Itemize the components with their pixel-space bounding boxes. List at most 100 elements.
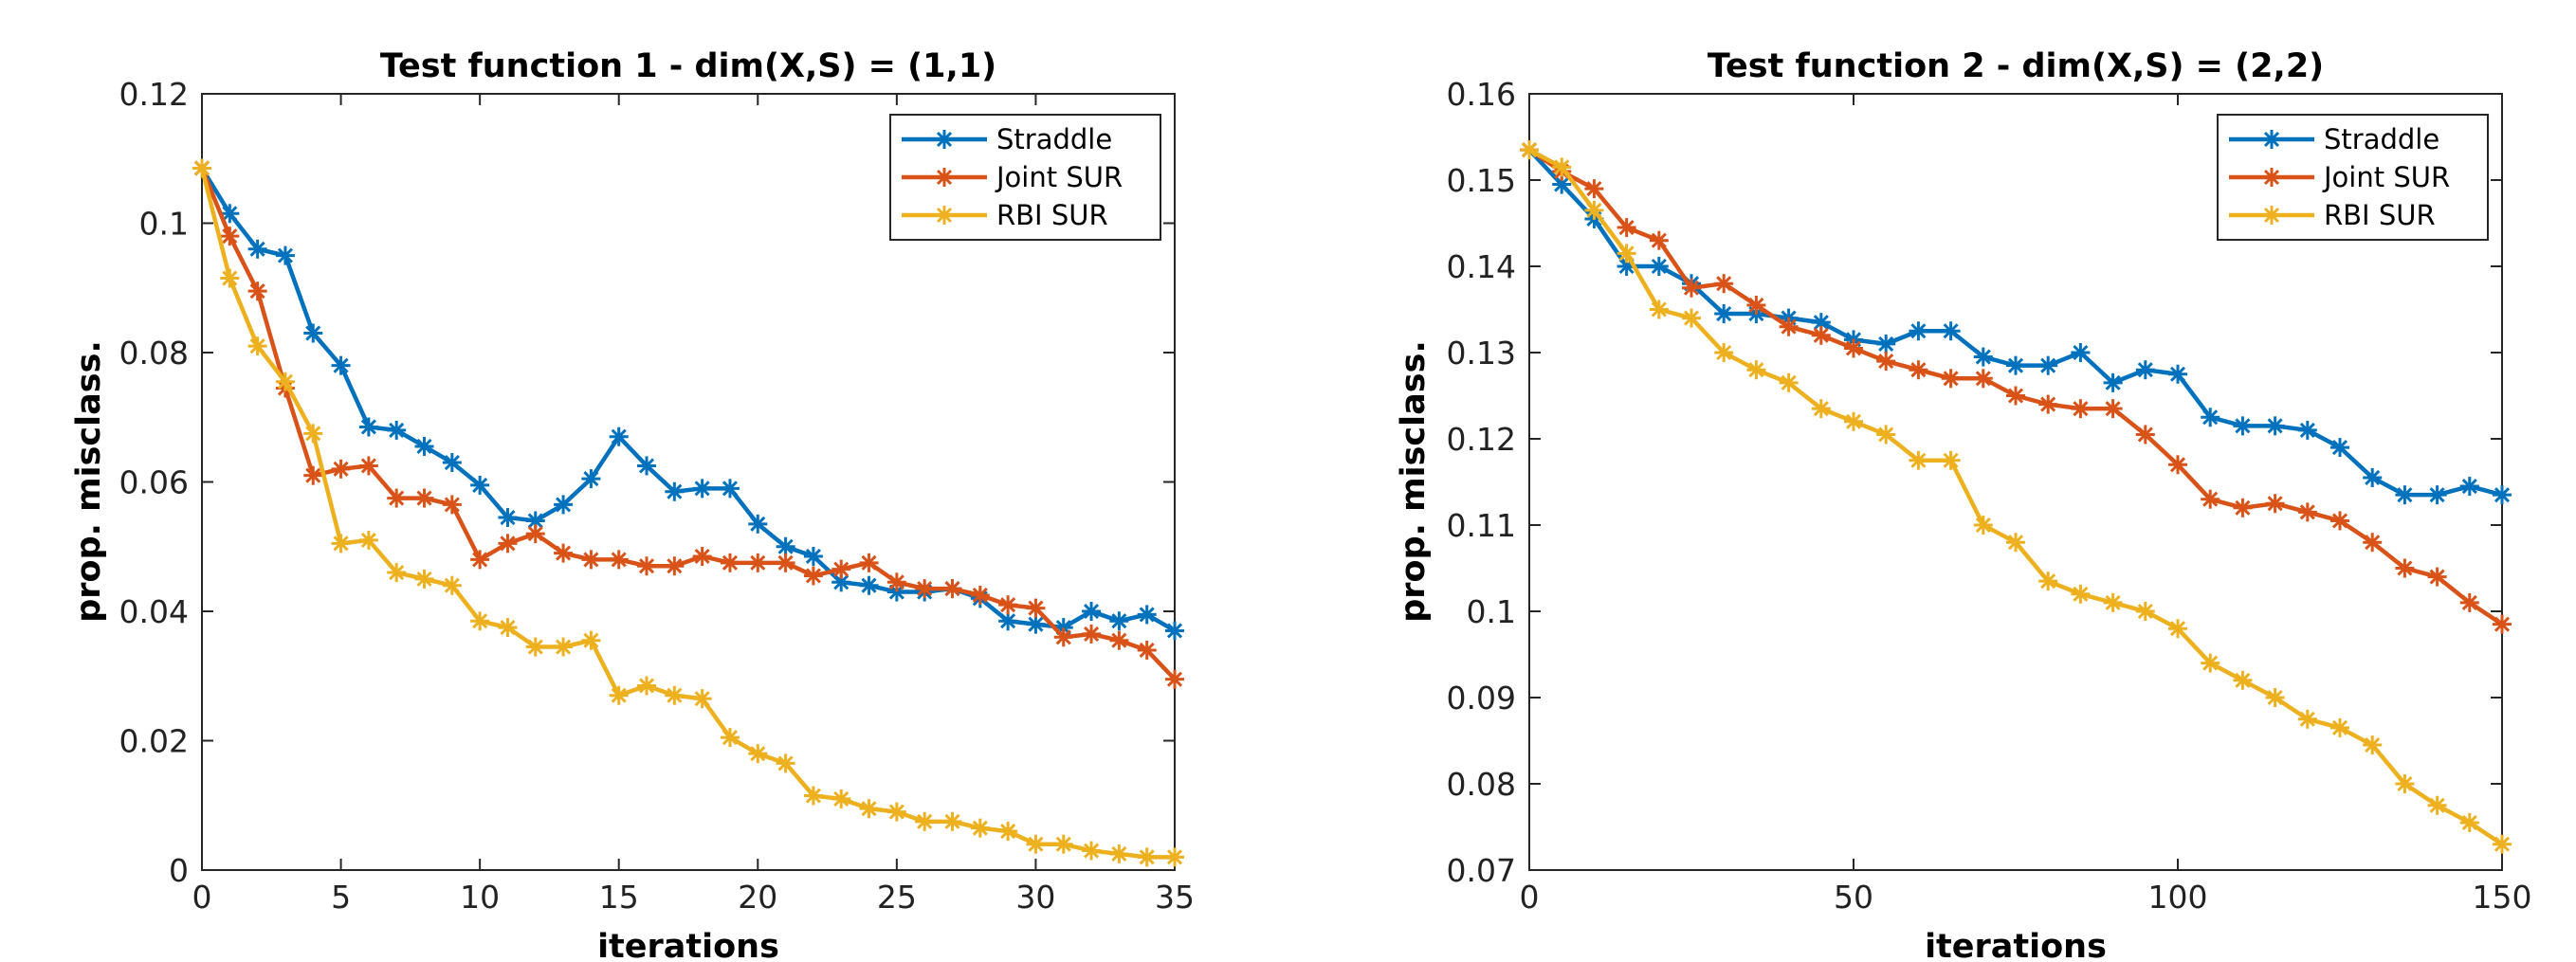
data-point — [886, 572, 906, 592]
legend-label: Straddle — [2324, 123, 2439, 155]
chart-title: Test function 1 - dim(X,S) = (1,1) — [380, 47, 996, 85]
data-point — [637, 676, 657, 696]
data-point — [609, 685, 629, 705]
data-point — [998, 611, 1018, 631]
data-point — [498, 508, 518, 528]
data-point — [554, 495, 574, 515]
data-point — [748, 553, 768, 572]
data-point — [1746, 360, 1766, 380]
x-tick-label: 20 — [738, 879, 777, 916]
data-point — [831, 559, 851, 579]
data-point — [2297, 420, 2317, 440]
data-point — [2265, 688, 2285, 707]
data-point — [2168, 455, 2187, 475]
data-point — [303, 323, 323, 343]
series-layer — [192, 158, 1184, 867]
data-point — [1109, 844, 1129, 863]
data-point — [2330, 438, 2349, 458]
data-point — [581, 469, 601, 489]
x-axis-label: iterations — [597, 928, 779, 962]
data-point — [1941, 369, 1961, 389]
data-point — [2135, 360, 2155, 380]
data-point — [470, 550, 490, 570]
data-point — [2233, 416, 2253, 436]
data-point — [1053, 627, 1073, 647]
x-axis-label: iterations — [1925, 928, 2107, 962]
data-point — [915, 811, 935, 831]
legend-item: Straddle — [902, 123, 1112, 155]
data-point — [1876, 425, 1896, 445]
data-point — [1876, 352, 1896, 372]
data-point — [581, 550, 601, 570]
data-point — [247, 239, 267, 259]
y-tick-label: 0.07 — [1447, 852, 1516, 889]
data-point — [2103, 399, 2123, 419]
data-point — [2168, 619, 2187, 639]
data-point — [1941, 321, 1961, 341]
x-tick-label: 25 — [877, 879, 917, 916]
data-point — [1909, 360, 1928, 380]
data-point — [1584, 200, 1604, 220]
data-point — [1109, 611, 1129, 631]
data-point — [358, 530, 378, 550]
legend-item: Straddle — [2229, 123, 2439, 155]
data-point — [470, 475, 490, 495]
data-point — [387, 563, 407, 583]
data-point — [525, 637, 545, 657]
data-point — [2493, 834, 2512, 854]
data-point — [331, 355, 351, 375]
data-point — [2363, 533, 2383, 553]
data-point — [1026, 614, 1046, 634]
data-point — [1844, 411, 1863, 431]
data-point — [665, 556, 685, 576]
chart-title: Test function 2 - dim(X,S) = (2,2) — [1708, 47, 2324, 85]
data-point — [609, 550, 629, 570]
data-point — [414, 569, 434, 589]
data-point — [2038, 355, 2058, 375]
data-point — [554, 637, 574, 657]
data-point — [2330, 511, 2349, 531]
legend-label: RBI SUR — [996, 199, 1108, 231]
data-point — [748, 744, 768, 764]
data-point — [859, 553, 879, 572]
x-tick-label: 50 — [1834, 879, 1873, 916]
y-tick-label: 0.1 — [1467, 593, 1516, 630]
y-tick-label: 0.12 — [1447, 421, 1516, 458]
data-point — [1779, 372, 1799, 392]
data-point — [637, 556, 657, 576]
data-point — [470, 611, 490, 631]
data-point — [247, 281, 267, 301]
data-point — [2038, 394, 2058, 414]
data-point — [720, 728, 740, 748]
data-point — [2201, 408, 2220, 427]
y-tick-label: 0 — [169, 852, 189, 889]
data-point — [1082, 602, 1102, 621]
data-point — [1137, 847, 1157, 867]
data-point — [220, 227, 240, 246]
data-point — [1026, 598, 1046, 618]
data-point — [1714, 304, 1734, 324]
data-point — [1811, 399, 1831, 419]
chart-panel-1: Test function 1 - dim(X,S) = (1,1) itera… — [70, 47, 1195, 962]
data-point — [1649, 299, 1669, 319]
data-point — [220, 268, 240, 288]
data-point — [998, 595, 1018, 615]
data-point — [1552, 157, 1572, 177]
y-tick-label: 0.15 — [1447, 162, 1516, 199]
data-point — [2265, 416, 2285, 436]
legend-item: RBI SUR — [2229, 199, 2436, 231]
data-point — [692, 689, 712, 709]
data-point — [2395, 774, 2415, 793]
data-point — [1973, 516, 1993, 535]
data-point — [581, 630, 601, 650]
legend-marker — [935, 130, 954, 149]
y-tick-label: 0.14 — [1447, 248, 1516, 285]
data-point — [2459, 812, 2479, 832]
data-point — [776, 753, 795, 773]
data-point — [2201, 489, 2220, 509]
legend-item: RBI SUR — [902, 199, 1108, 231]
axis-ticks: 0 50 100 150 0.07 0.08 0.09 0.1 0.11 0.12 0.13 0.14… — [1447, 76, 2532, 916]
data-point — [2395, 485, 2415, 505]
data-point — [2459, 592, 2479, 612]
data-point — [1876, 334, 1896, 354]
